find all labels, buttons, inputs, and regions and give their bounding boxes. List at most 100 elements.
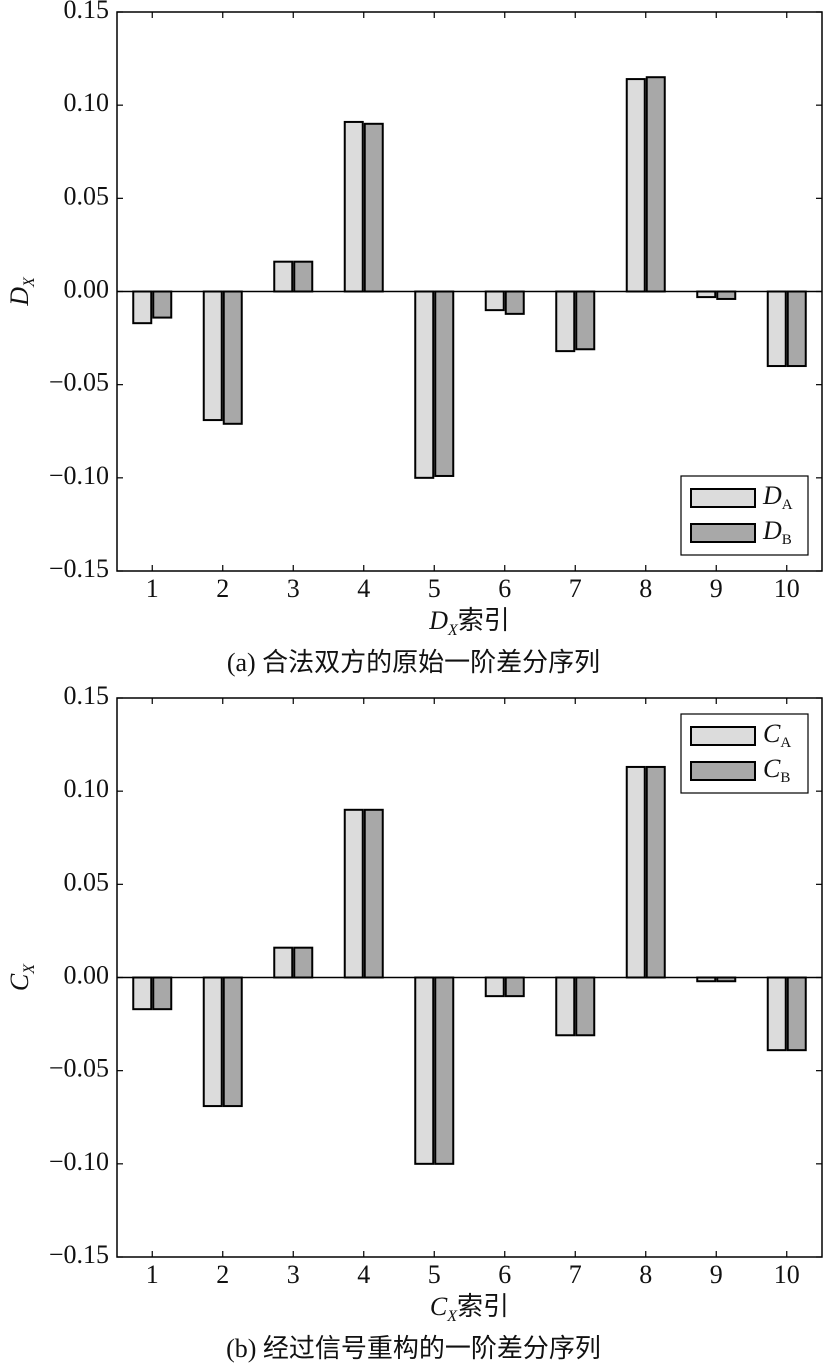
bar xyxy=(434,290,455,477)
bar xyxy=(132,976,153,1011)
bar xyxy=(273,260,294,293)
bar xyxy=(555,290,576,353)
y-tick-label: 0.05 xyxy=(64,181,110,210)
x-axis-label: CX索引 xyxy=(430,1292,509,1325)
x-tick-label: 2 xyxy=(216,1260,229,1289)
x-tick-label: 5 xyxy=(428,574,441,603)
x-tick-label: 10 xyxy=(774,574,800,603)
legend-swatch xyxy=(690,726,756,746)
bar xyxy=(625,78,646,293)
x-tick-label: 7 xyxy=(569,574,582,603)
y-tick-label: 0.05 xyxy=(64,867,110,896)
x-axis-label-part: X xyxy=(446,1308,458,1325)
x-tick-label: 7 xyxy=(569,1260,582,1289)
x-tick-label: 4 xyxy=(357,1260,370,1289)
y-tick-label: 0.15 xyxy=(64,0,110,24)
bar xyxy=(484,976,505,998)
legend-label: DB xyxy=(762,516,792,548)
bar xyxy=(786,290,807,368)
y-tick-label: 0.10 xyxy=(64,774,110,803)
legend-label-part: D xyxy=(762,481,782,510)
caption: (a) 合法双方的原始一阶差分序列 xyxy=(227,648,600,677)
y-tick-label: −0.10 xyxy=(49,1147,109,1176)
y-tick-label: −0.05 xyxy=(49,368,109,397)
y-tick-label: 0.10 xyxy=(64,88,110,117)
bar xyxy=(645,765,666,979)
bar xyxy=(152,976,173,1011)
legend-label: CB xyxy=(763,754,790,786)
bar xyxy=(484,290,505,312)
legend-label-part: A xyxy=(782,497,793,513)
bar xyxy=(696,290,717,299)
bar xyxy=(343,808,364,979)
x-tick-label: 6 xyxy=(498,574,511,603)
y-axis-label-part: X xyxy=(21,963,38,975)
bar xyxy=(766,976,787,1052)
legend-label-part: C xyxy=(763,719,781,748)
x-axis-label-part: 索引 xyxy=(457,1292,509,1321)
bar xyxy=(202,976,223,1108)
bar xyxy=(575,290,596,351)
x-tick-label: 6 xyxy=(498,1260,511,1289)
bar xyxy=(766,290,787,368)
legend-swatch xyxy=(690,523,756,543)
bar xyxy=(786,976,807,1052)
bar xyxy=(555,976,576,1037)
bar xyxy=(434,976,455,1165)
bar xyxy=(273,946,294,979)
y-axis-label: DX xyxy=(5,276,38,307)
x-tick-label: 3 xyxy=(287,574,300,603)
x-tick-label: 9 xyxy=(710,1260,723,1289)
bar xyxy=(504,290,525,315)
bar xyxy=(504,976,525,998)
legend-label-part: C xyxy=(763,754,781,783)
x-tick-label: 1 xyxy=(146,574,159,603)
bar xyxy=(202,290,223,422)
bar xyxy=(222,290,243,425)
x-axis-label-part: X xyxy=(447,622,459,639)
bar xyxy=(414,290,435,479)
bar xyxy=(414,976,435,1165)
y-tick-label: −0.05 xyxy=(49,1054,109,1083)
x-axis-label: DX索引 xyxy=(428,606,510,639)
bar xyxy=(343,120,364,293)
x-tick-label: 1 xyxy=(146,1260,159,1289)
x-tick-label: 9 xyxy=(710,574,723,603)
legend-label-part: D xyxy=(762,516,782,545)
x-tick-label: 8 xyxy=(639,574,652,603)
bar xyxy=(293,260,314,293)
y-axis-label-part: X xyxy=(21,276,38,288)
caption-part: (b) 经过信号重构的一阶差分序列 xyxy=(226,1334,601,1363)
x-tick-label: 5 xyxy=(428,1260,441,1289)
x-tick-label: 8 xyxy=(639,1260,652,1289)
x-tick-label: 3 xyxy=(287,1260,300,1289)
legend-label-part: A xyxy=(780,735,791,751)
y-tick-label: −0.15 xyxy=(49,554,109,583)
y-axis-label-part: D xyxy=(5,287,34,307)
x-axis-label-part: C xyxy=(430,1292,448,1321)
x-tick-label: 10 xyxy=(774,1260,800,1289)
y-tick-label: 0.00 xyxy=(64,960,110,989)
bar xyxy=(132,290,153,325)
legend-label-part: B xyxy=(780,770,790,786)
bar xyxy=(363,122,384,293)
bar xyxy=(363,808,384,979)
x-tick-label: 4 xyxy=(357,574,370,603)
bar xyxy=(625,765,646,979)
x-axis-label-part: 索引 xyxy=(458,606,510,635)
legend-label-part: B xyxy=(782,532,792,548)
legend-swatch xyxy=(690,488,756,508)
y-axis-label: CX xyxy=(5,963,38,991)
bar xyxy=(645,76,666,293)
bar xyxy=(152,290,173,319)
bar xyxy=(222,976,243,1108)
bar xyxy=(575,976,596,1037)
bar xyxy=(293,946,314,979)
caption-part: (a) 合法双方的原始一阶差分序列 xyxy=(227,648,600,677)
y-tick-label: −0.15 xyxy=(49,1240,109,1269)
y-tick-label: 0.00 xyxy=(64,274,110,303)
x-axis-label-part: D xyxy=(428,606,448,635)
y-tick-label: −0.10 xyxy=(49,461,109,490)
legend-swatch xyxy=(690,761,756,781)
